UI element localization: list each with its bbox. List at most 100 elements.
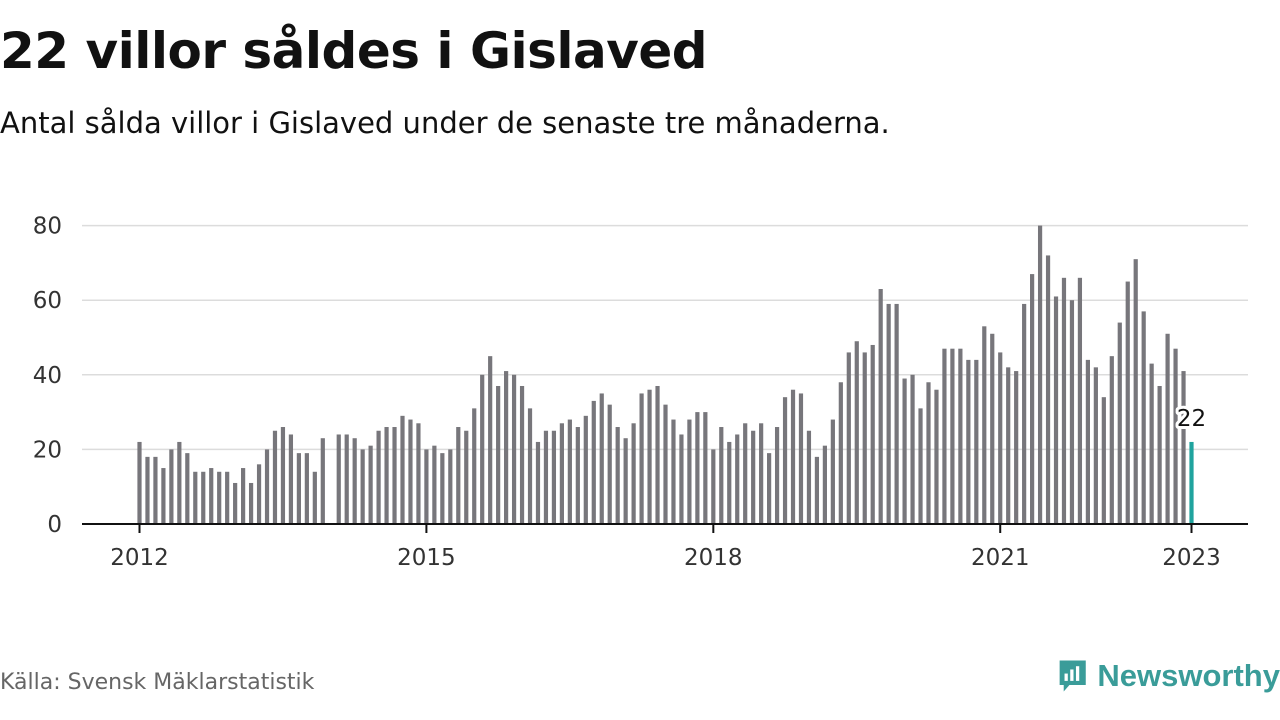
bar — [663, 404, 668, 524]
bar — [822, 445, 827, 524]
latest-value-label: 22 — [1177, 406, 1206, 432]
bar — [1133, 259, 1138, 524]
bar — [958, 348, 963, 524]
bar — [1077, 277, 1083, 524]
bar — [161, 468, 166, 524]
y-tick-label: 80 — [33, 214, 62, 240]
bar — [1085, 359, 1090, 524]
bar — [1149, 363, 1154, 524]
bar — [511, 374, 517, 524]
bar — [806, 430, 812, 524]
bar — [153, 456, 158, 524]
bar — [1045, 255, 1051, 524]
bar — [185, 453, 190, 524]
x-axis: 2012 2015 2018 2021 2023 — [82, 523, 1248, 571]
bar-chart: 0 20 40 60 80 2012 2015 2018 2021 2023 22 — [33, 214, 1248, 571]
brand-logo[interactable]: Newsworthy — [1058, 654, 1280, 698]
bar — [233, 482, 238, 524]
bar — [751, 430, 756, 524]
bar — [591, 400, 596, 524]
y-axis-ticks: 0 20 40 60 80 — [33, 214, 62, 538]
bar — [256, 464, 262, 524]
bar — [408, 419, 413, 524]
bar — [1157, 385, 1162, 524]
bar — [217, 471, 222, 524]
bar — [472, 408, 477, 524]
x-tick-label: 2012 — [110, 545, 169, 571]
bar — [774, 427, 780, 524]
bar — [798, 393, 804, 524]
bar — [830, 419, 835, 524]
bar — [1101, 397, 1106, 524]
bar — [998, 352, 1003, 524]
bar — [535, 441, 541, 524]
bar — [679, 434, 684, 524]
bar — [671, 419, 676, 524]
bar — [767, 453, 772, 524]
bar — [878, 289, 883, 524]
bar — [846, 352, 851, 524]
bar — [695, 412, 700, 524]
bar — [1061, 277, 1067, 524]
bar — [655, 385, 660, 524]
bar — [615, 427, 620, 524]
bar — [504, 371, 509, 524]
bar — [248, 482, 254, 524]
bar — [647, 389, 652, 524]
bar — [352, 438, 357, 524]
bar — [193, 471, 198, 524]
bar — [543, 430, 549, 524]
bar — [1117, 322, 1122, 524]
bar — [782, 397, 788, 524]
bar — [639, 393, 644, 524]
bar — [902, 378, 907, 524]
bar — [432, 445, 437, 524]
bar — [527, 408, 533, 524]
bar — [894, 303, 899, 524]
bar — [1093, 367, 1098, 524]
bar — [559, 423, 564, 524]
bar — [440, 453, 445, 524]
x-tick-label: 2015 — [397, 545, 456, 571]
bar — [209, 468, 214, 524]
bar — [1022, 303, 1027, 524]
bar — [320, 438, 325, 524]
x-tick-label: 2023 — [1162, 545, 1221, 571]
bar — [1109, 356, 1114, 524]
bar — [519, 385, 525, 524]
bar — [759, 423, 764, 524]
bar — [384, 427, 389, 524]
bars — [137, 225, 1194, 524]
bar — [926, 382, 931, 524]
bar — [456, 427, 461, 524]
bar — [950, 348, 955, 524]
bar — [1006, 367, 1011, 524]
bar — [344, 434, 349, 524]
bar — [599, 393, 604, 524]
brand-name: Newsworthy — [1097, 658, 1280, 693]
bar — [264, 449, 270, 524]
bar — [631, 423, 636, 524]
bar — [719, 427, 724, 524]
bar — [1181, 371, 1186, 524]
bar — [607, 404, 612, 524]
bar — [312, 471, 317, 524]
x-tick-label: 2018 — [684, 545, 743, 571]
bar — [727, 441, 732, 524]
bar — [336, 434, 341, 524]
bar — [711, 449, 716, 524]
bar — [735, 434, 740, 524]
bar — [743, 423, 748, 524]
bar — [790, 389, 796, 524]
bar — [288, 434, 294, 524]
bar — [567, 419, 572, 524]
bar — [280, 427, 286, 524]
chart-subtitle: Antal sålda villor i Gislaved under de s… — [0, 106, 890, 140]
bar — [368, 445, 373, 524]
bar — [551, 430, 557, 524]
source-note: Källa: Svensk Mäklarstatistik — [0, 670, 315, 695]
bar — [703, 412, 708, 524]
bar — [488, 356, 493, 524]
bar — [376, 430, 381, 524]
bar — [838, 382, 843, 524]
